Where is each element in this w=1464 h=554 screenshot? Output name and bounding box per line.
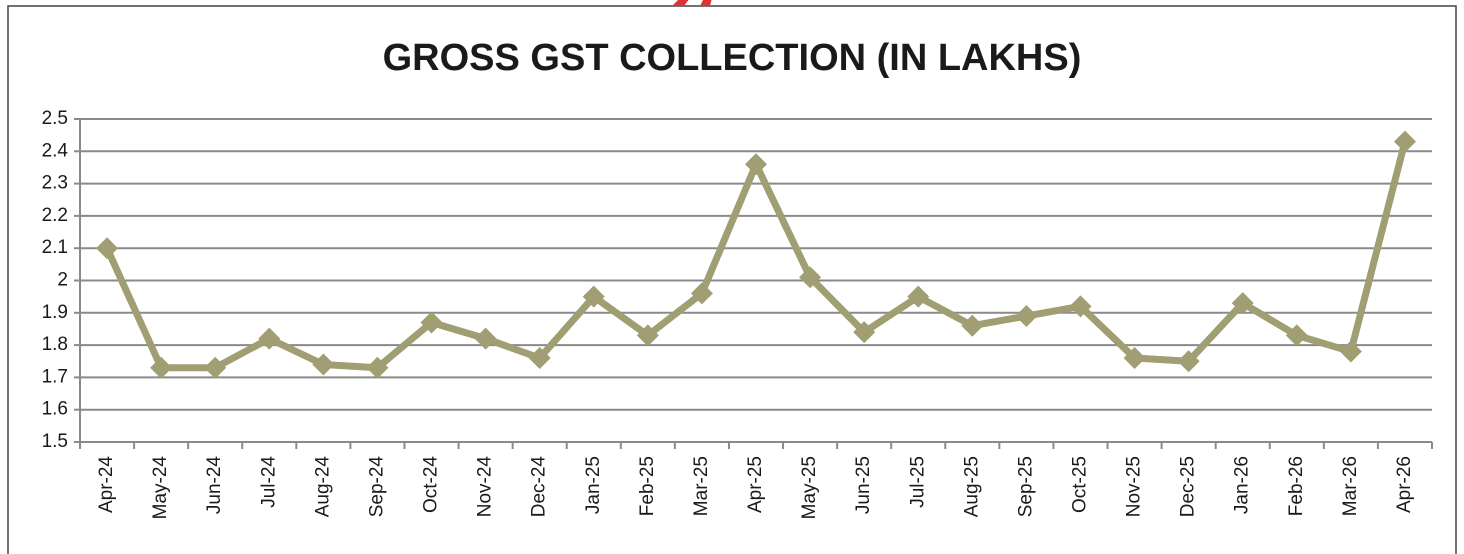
marker xyxy=(1015,305,1038,328)
x-tick-label: Aug-24 xyxy=(312,456,333,518)
x-tick-label: Mar-25 xyxy=(691,456,712,516)
marker xyxy=(799,266,822,289)
x-tick-label: Jul-24 xyxy=(258,456,279,508)
y-tick-label: 2.2 xyxy=(42,205,68,226)
marker xyxy=(582,285,605,308)
y-tick-label: 2.3 xyxy=(42,173,68,194)
y-tick-label: 1.9 xyxy=(42,302,68,323)
x-tick-label: Dec-24 xyxy=(529,456,550,518)
x-tick-label: May-25 xyxy=(799,456,820,519)
x-tick-label: Oct-24 xyxy=(421,456,442,513)
x-tick-label: Jun-25 xyxy=(853,456,874,514)
x-tick-label: Mar-26 xyxy=(1340,456,1361,516)
marker xyxy=(204,356,227,379)
x-tick-label: Jan-25 xyxy=(583,456,604,514)
marker xyxy=(961,314,984,337)
x-tick-label: Feb-25 xyxy=(637,456,658,516)
marker xyxy=(690,282,713,305)
x-tick-label: Jul-25 xyxy=(907,456,928,508)
marker xyxy=(150,356,173,379)
marker xyxy=(1123,347,1146,370)
marker xyxy=(1231,292,1254,315)
y-tick-label: 2.1 xyxy=(42,237,68,258)
x-tick-label: Nov-24 xyxy=(475,456,496,518)
x-tick-label: Nov-25 xyxy=(1124,456,1145,517)
chart-frame xyxy=(7,5,1457,554)
marker xyxy=(528,347,551,370)
line xyxy=(103,140,1409,372)
y-tick-label: 2.4 xyxy=(42,140,69,161)
marker xyxy=(420,311,443,334)
marker xyxy=(853,321,876,344)
y-tick-label: 1.5 xyxy=(42,431,68,452)
x-tick-label: Aug-25 xyxy=(961,456,982,517)
marker xyxy=(745,153,767,176)
x-tick-label: Sep-24 xyxy=(366,456,387,518)
marker xyxy=(1393,130,1416,153)
y-tick-label: 2 xyxy=(57,270,68,291)
x-tick-label: Jun-24 xyxy=(204,456,225,515)
marker xyxy=(636,324,659,347)
y-tick-label: 1.7 xyxy=(42,366,68,387)
y-tick-label: 1.6 xyxy=(42,399,68,420)
x-tick-label: May-24 xyxy=(150,456,171,520)
decoration xyxy=(672,0,712,6)
marker xyxy=(474,327,497,350)
marker xyxy=(907,285,930,308)
x-tick-label: Feb-26 xyxy=(1286,456,1307,516)
x-tick-label: Dec-25 xyxy=(1178,456,1199,517)
marker xyxy=(1285,324,1308,347)
marker xyxy=(96,237,119,260)
x-tick-label: Apr-25 xyxy=(745,456,766,513)
y-tick-label: 1.8 xyxy=(42,334,68,355)
x-tick-label: Sep-25 xyxy=(1015,456,1036,517)
x-tick-label: Apr-26 xyxy=(1394,456,1415,513)
x-tick-label: Apr-24 xyxy=(96,456,117,513)
marker xyxy=(1339,340,1362,363)
marker xyxy=(1069,295,1092,318)
y-tick-label: 2.5 xyxy=(42,108,68,129)
marker xyxy=(366,356,389,379)
x-tick-label: Oct-25 xyxy=(1069,456,1090,513)
chart-title: GROSS GST COLLECTION (IN LAKHS) xyxy=(383,37,1082,79)
x-tick-label: Jan-26 xyxy=(1232,456,1253,514)
marker xyxy=(1177,350,1200,373)
marker xyxy=(258,327,281,350)
marker xyxy=(312,353,335,376)
